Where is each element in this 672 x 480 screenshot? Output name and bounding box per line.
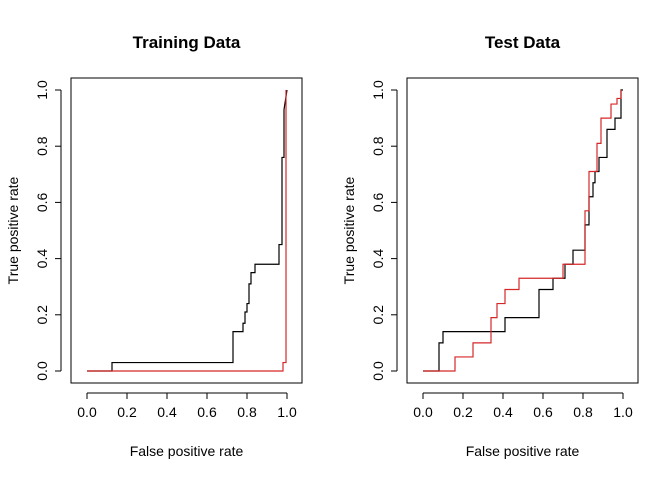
x-tick-label: 0.8 bbox=[573, 404, 593, 420]
y-tick-label: 1.0 bbox=[34, 80, 50, 100]
x-tick-label: 0.0 bbox=[77, 404, 97, 420]
x-tick-label: 0.2 bbox=[453, 404, 473, 420]
y-tick-label: 0.2 bbox=[370, 305, 386, 325]
x-tick-label: 1.0 bbox=[277, 404, 297, 420]
test-data-panel: Test Data False positive rate True posit… bbox=[341, 33, 639, 459]
plot-frame bbox=[406, 77, 639, 384]
y-tick-label: 0.4 bbox=[370, 249, 386, 269]
chart-title: Training Data bbox=[133, 33, 241, 52]
roc-curve-red bbox=[87, 90, 287, 372]
x-tick-label: 0.4 bbox=[493, 404, 513, 420]
x-tick-label: 0.2 bbox=[117, 404, 137, 420]
y-tick-label: 0.8 bbox=[34, 136, 50, 156]
training-data-panel: Training Data False positive rate True p… bbox=[5, 33, 303, 459]
x-tick-label: 0.4 bbox=[157, 404, 177, 420]
y-tick-label: 0.8 bbox=[370, 136, 386, 156]
x-tick-label: 0.6 bbox=[533, 404, 553, 420]
y-tick-label: 0.4 bbox=[34, 249, 50, 269]
chart-title: Test Data bbox=[485, 33, 561, 52]
y-tick-label: 0.0 bbox=[34, 361, 50, 381]
roc-curve-black bbox=[423, 89, 623, 372]
roc-curve-black bbox=[87, 89, 288, 372]
roc-curve-red bbox=[423, 90, 622, 372]
y-axis-label: True positive rate bbox=[341, 176, 357, 284]
y-tick-label: 0.0 bbox=[370, 361, 386, 381]
x-tick-label: 0.0 bbox=[413, 404, 433, 420]
x-tick-label: 0.6 bbox=[197, 404, 217, 420]
x-tick-label: 1.0 bbox=[613, 404, 633, 420]
y-tick-label: 0.6 bbox=[370, 192, 386, 212]
y-tick-label: 0.2 bbox=[34, 305, 50, 325]
x-axis-label: False positive rate bbox=[466, 443, 580, 459]
x-axis-label: False positive rate bbox=[130, 443, 244, 459]
x-tick-label: 0.8 bbox=[237, 404, 257, 420]
y-tick-label: 0.6 bbox=[34, 192, 50, 212]
plot-frame bbox=[70, 77, 303, 384]
y-tick-label: 1.0 bbox=[370, 80, 386, 100]
y-axis-label: True positive rate bbox=[5, 176, 21, 284]
